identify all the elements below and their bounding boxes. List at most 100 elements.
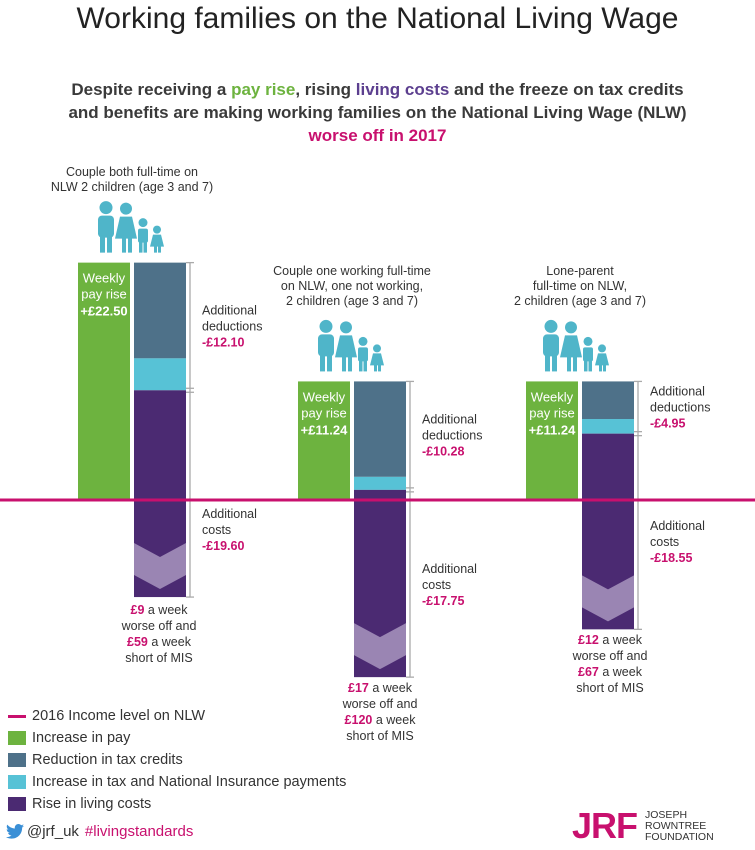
pay-rise-bar [78,262,130,500]
legend: 2016 Income level on NLW Increase in pay R… [8,705,346,815]
family-icon [543,319,609,372]
logo-name-line: ROWNTREE [645,819,707,832]
footer-twitter: @jrf_uk #livingstandards [6,823,193,840]
legend-swatch [8,753,26,767]
legend-item: 2016 Income level on NLW [8,705,346,727]
deductions-label: deductions [650,400,710,414]
household-label: Lone-parent [546,264,614,278]
result-line: short of MIS [346,729,413,743]
legend-label: Rise in living costs [32,796,152,812]
household-label: NLW 2 children (age 3 and 7) [51,180,213,194]
living-costs-highlight [134,543,186,590]
household-label: 2 children (age 3 and 7) [286,294,418,308]
legend-label: Reduction in tax credits [32,752,183,768]
result-text: a week [599,633,643,647]
legend-item: Reduction in tax credits [8,749,346,771]
twitter-handle[interactable]: @jrf_uk [27,823,79,840]
costs-label: costs [650,535,679,549]
legend-label: 2016 Income level on NLW [32,708,206,724]
result-line: £12 a week [578,633,643,647]
costs-label: Additional [422,562,477,576]
subtitle: Despite receiving a pay rise, rising liv… [60,78,695,147]
result-line: worse off and [121,619,197,633]
pay-rise-value: +£22.50 [80,304,127,319]
result-text: a week [144,603,188,617]
costs-label: costs [422,578,451,592]
tax-ni-bar [134,358,186,391]
costs-label: costs [202,523,231,537]
result-text: a week [369,681,413,695]
logo-mark: JRF [572,805,638,846]
costs-value: -£18.55 [650,551,692,565]
family-icon [98,201,164,253]
household-label: 2 children (age 3 and 7) [514,294,646,308]
legend-swatch [8,731,26,745]
pay-rise-label: pay rise [301,405,347,420]
tax-credit-bar [134,262,186,359]
subtitle-text: Despite receiving a [71,80,232,99]
legend-item: Rise in living costs [8,793,346,815]
household-label: Couple both full-time on [66,165,198,179]
pay-rise-label: pay rise [529,405,575,420]
tax-credit-bar [354,381,406,477]
logo-name-line: JOSEPH [645,808,688,821]
result-amount: £9 [131,603,145,617]
pay-rise-value: +£11.24 [301,422,348,437]
pay-rise-label: Weekly [303,389,346,404]
pay-rise-value: +£11.24 [529,422,576,437]
legend-swatch [8,775,26,789]
result-amount: £59 [127,635,148,649]
tax-ni-bar [354,476,406,490]
result-text: a week [599,665,643,679]
deductions-label: Additional [422,413,477,427]
pay-rise-label: pay rise [81,287,127,302]
household-label: on NLW, one not working, [281,279,423,293]
result-line: worse off and [572,649,648,663]
deductions-label: deductions [422,429,482,443]
result-line: £17 a week [348,681,413,695]
subtitle-text: , rising [295,80,356,99]
result-line: £59 a week [127,635,192,649]
legend-label: Increase in tax and National Insurance p… [32,774,347,790]
family-icon [318,319,384,372]
legend-item: Increase in pay [8,727,346,749]
result-amount: £67 [578,665,599,679]
page-title: Working families on the National Living … [76,2,679,35]
result-amount: £120 [345,713,373,727]
deductions-label: Additional [650,384,705,398]
result-line: £9 a week [131,603,189,617]
twitter-icon [6,824,24,839]
pay-rise-bar [526,381,578,500]
costs-label: Additional [650,519,705,533]
result-line: short of MIS [125,651,192,665]
deductions-value: -£10.28 [422,445,464,459]
costs-label: Additional [202,507,257,521]
result-text: a week [148,635,192,649]
deductions-label: Additional [202,303,257,317]
pay-rise-label: Weekly [531,389,574,404]
legend-swatch [8,797,26,811]
living-costs-highlight [354,623,406,670]
subtitle-text: and the freeze on tax credits and benefi… [68,80,687,122]
result-amount: £12 [578,633,599,647]
legend-swatch [8,714,26,718]
household-label: Couple one working full-time [273,264,431,278]
logo-name: JOSEPH ROWNTREE FOUNDATION [645,808,714,843]
result-line: £120 a week [345,713,417,727]
deductions-value: -£4.95 [650,416,685,430]
subtitle-worse-off: worse off in 2017 [308,126,447,145]
subtitle-pay-rise: pay rise [231,80,296,99]
hashtag[interactable]: #livingstandards [84,823,194,840]
jrf-logo: JRF JOSEPH ROWNTREE FOUNDATION [572,805,714,847]
deductions-value: -£12.10 [202,335,244,349]
result-amount: £17 [348,681,369,695]
costs-value: -£17.75 [422,594,464,608]
pay-rise-label: Weekly [83,271,126,286]
pay-rise-bar [298,381,350,500]
legend-item: Increase in tax and National Insurance p… [8,771,346,793]
household-label: full-time on NLW, [533,279,627,293]
legend-label: Increase in pay [32,730,131,746]
result-line: worse off and [342,697,418,711]
result-line: short of MIS [576,681,643,695]
